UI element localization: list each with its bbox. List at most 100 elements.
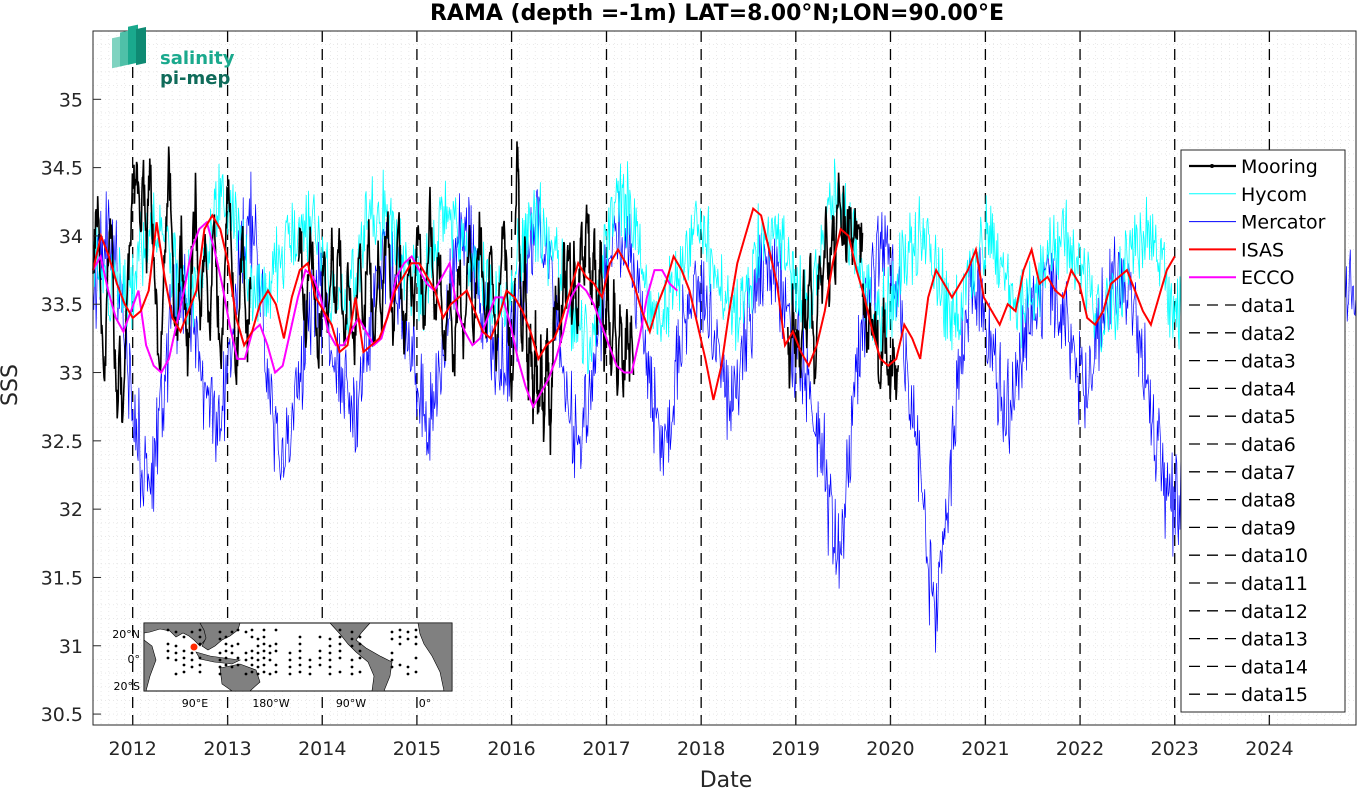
legend-label: data3 <box>1241 351 1296 373</box>
x-tick-label: 2014 <box>298 738 346 760</box>
buoy-dot <box>244 658 248 662</box>
legend-item-data10: data10 <box>1189 545 1308 567</box>
legend-label: data15 <box>1241 684 1308 706</box>
buoy-dot <box>218 665 222 669</box>
chart-title: RAMA (depth =-1m) LAT=8.00°N;LON=90.00°E <box>430 1 1004 26</box>
buoy-dot <box>198 642 202 646</box>
buoy-dot <box>350 672 354 676</box>
buoy-dot <box>318 656 322 660</box>
x-tick-label: 2017 <box>582 738 630 760</box>
legend-item-ecco: ECCO <box>1189 267 1295 289</box>
buoy-dot <box>250 656 254 660</box>
legend-item-data13: data13 <box>1189 629 1308 651</box>
buoy-dot <box>250 663 254 667</box>
buoy-dot <box>166 649 170 653</box>
x-tick-label: 2021 <box>961 738 1009 760</box>
legend-label: data9 <box>1241 517 1296 539</box>
buoy-dot <box>390 651 394 655</box>
x-tick-label: 2024 <box>1245 738 1293 760</box>
buoy-dot <box>256 651 260 655</box>
buoy-dot <box>230 644 234 648</box>
buoy-dot <box>328 651 332 655</box>
legend-label: data7 <box>1241 462 1296 484</box>
buoy-dot <box>390 658 394 662</box>
buoy-dot <box>244 651 248 655</box>
x-tick-labels: 2012 2013 2014 2015 2016 2017 2018 2019 2020 2021… <box>108 717 1294 760</box>
y-tick-label: 33 <box>59 363 83 385</box>
buoy-dot <box>414 670 418 674</box>
map-land-indonesia <box>195 651 242 665</box>
buoy-dot <box>256 658 260 662</box>
y-tick-label: 33.5 <box>41 294 83 316</box>
buoy-dot <box>398 628 402 632</box>
legend-item-mercator: Mercator <box>1189 212 1326 234</box>
legend-item-data9: data9 <box>1189 517 1296 539</box>
buoy-dot <box>308 672 312 676</box>
buoy-dot <box>256 637 260 641</box>
buoy-dot <box>274 628 278 632</box>
buoy-dot <box>414 642 418 646</box>
buoy-dot <box>244 630 248 634</box>
buoy-dot <box>218 672 222 676</box>
buoy-dot <box>350 644 354 648</box>
buoy-dot <box>328 672 332 676</box>
buoy-dot <box>262 649 266 653</box>
buoy-dot <box>218 658 222 662</box>
map-lon-label-90w: 90°W <box>336 697 366 710</box>
buoy-dot <box>224 663 228 667</box>
buoy-dot <box>338 670 342 674</box>
y-tick-label: 30.5 <box>41 704 83 726</box>
buoy-dot <box>166 628 170 632</box>
buoy-dot <box>338 635 342 639</box>
buoy-dot <box>406 630 410 634</box>
buoy-dot <box>230 651 234 655</box>
buoy-dot <box>406 637 410 641</box>
legend-item-data3: data3 <box>1189 351 1296 373</box>
series-mercator-line <box>92 171 1357 653</box>
legend-label: data12 <box>1241 601 1308 623</box>
buoy-dot <box>390 665 394 669</box>
legend-item-data1: data1 <box>1189 295 1296 317</box>
legend-label: data5 <box>1241 406 1296 428</box>
salinity-pimep-logo: salinity pi-mep <box>112 24 235 89</box>
y-tick-label: 34.5 <box>41 158 83 180</box>
legend-label: data11 <box>1241 573 1308 595</box>
buoy-dot <box>256 644 260 648</box>
buoy-dot <box>318 635 322 639</box>
buoy-dot <box>414 656 418 660</box>
legend-item-data4: data4 <box>1189 378 1296 400</box>
buoy-dot <box>182 656 186 660</box>
buoy-dot <box>308 658 312 662</box>
buoy-dot <box>390 637 394 641</box>
map-lon-label-0: 0° <box>419 697 432 710</box>
buoy-dot <box>182 670 186 674</box>
legend-label: data10 <box>1241 545 1308 567</box>
x-tick-label: 2013 <box>203 738 251 760</box>
buoy-dot <box>218 637 222 641</box>
buoy-dot <box>338 649 342 653</box>
buoy-dot <box>274 670 278 674</box>
legend-item-data11: data11 <box>1189 573 1308 595</box>
buoy-dot <box>298 635 302 639</box>
buoy-dot <box>268 672 272 676</box>
series-isas-line <box>92 206 1176 401</box>
legend-marker <box>1210 164 1214 168</box>
buoy-dot <box>250 635 254 639</box>
buoy-dot <box>328 637 332 641</box>
y-tick-label: 32 <box>59 499 83 521</box>
legend: Mooring Hycom Mercator ISAS ECCO data1 data2 da… <box>1180 149 1346 713</box>
buoy-dot <box>390 630 394 634</box>
buoy-dot <box>190 630 194 634</box>
x-tick-label: 2016 <box>487 738 535 760</box>
y-tick-label: 32.5 <box>41 431 83 453</box>
buoy-dot <box>182 649 186 653</box>
legend-box <box>1180 149 1346 713</box>
buoy-dot <box>274 663 278 667</box>
buoy-dot <box>174 644 178 648</box>
buoy-dot <box>262 663 266 667</box>
legend-item-data5: data5 <box>1189 406 1296 428</box>
x-tick-label: 2023 <box>1151 738 1199 760</box>
legend-item-hycom: Hycom <box>1189 184 1307 206</box>
legend-item-data8: data8 <box>1189 490 1296 512</box>
